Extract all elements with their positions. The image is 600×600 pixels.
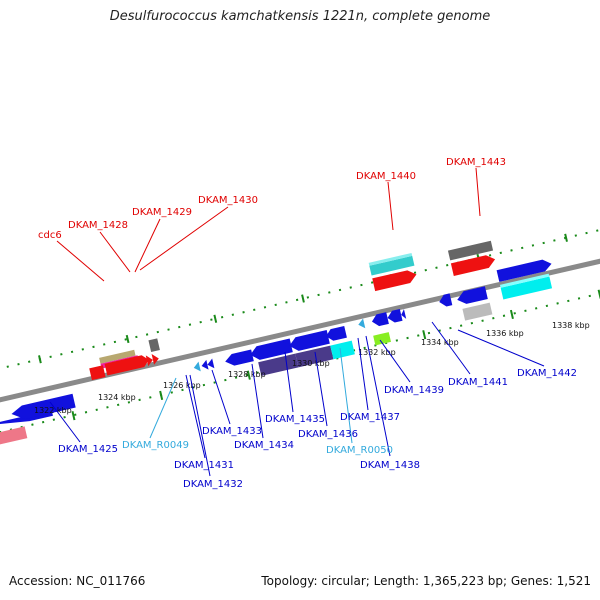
leader-line: [149, 377, 177, 439]
gene-reverse[interactable]: [295, 345, 334, 368]
gene-reverse[interactable]: [200, 359, 209, 371]
gene-label-dkam-1429[interactable]: DKAM_1429: [132, 207, 192, 218]
gene-forward[interactable]: [151, 353, 160, 365]
tick-label: 1338 kbp: [552, 321, 590, 330]
gene-label-dkam-1436[interactable]: DKAM_1436: [298, 429, 358, 440]
gene-label-dkam-1443[interactable]: DKAM_1443: [446, 157, 506, 168]
tick-label: 1334 kbp: [421, 338, 459, 347]
gene-forward[interactable]: [500, 276, 553, 300]
accession-text: Accession: NC_011766: [9, 574, 146, 588]
rev-tick: [246, 370, 251, 380]
gene-reverse[interactable]: [0, 426, 28, 445]
gene-forward[interactable]: [104, 354, 151, 376]
fwd-tick: [564, 233, 568, 242]
rev-tick: [159, 390, 164, 401]
gene-label-dkam-1442[interactable]: DKAM_1442: [517, 368, 577, 379]
gene-label-dkam-1434[interactable]: DKAM_1434: [234, 440, 294, 451]
leader-line: [189, 374, 211, 477]
gene-forward[interactable]: [148, 338, 160, 353]
gene-forward[interactable]: [99, 349, 136, 364]
gene-forward[interactable]: [499, 273, 550, 288]
rev-tick: [509, 309, 514, 320]
leader-line: [211, 369, 231, 425]
gene-reverse[interactable]: [258, 353, 299, 376]
gene-label-dkam-1428[interactable]: DKAM_1428: [68, 220, 128, 231]
gene-label-dkam-1425[interactable]: DKAM_1425: [58, 444, 118, 455]
gene-label-dkam-r0049[interactable]: DKAM_R0049: [122, 440, 189, 451]
gene-reverse[interactable]: [373, 332, 391, 346]
gene-reverse[interactable]: [224, 349, 254, 367]
leader-line: [99, 231, 131, 273]
gene-label-dkam-1440[interactable]: DKAM_1440: [356, 171, 416, 182]
gene-forward[interactable]: [496, 258, 553, 282]
fwd-tick: [301, 294, 305, 303]
page-title: Desulfurococcus kamchatkensis 1221n, com…: [109, 9, 491, 24]
leader-line: [251, 363, 264, 439]
gene-label-dkam-1432[interactable]: DKAM_1432: [183, 479, 243, 490]
gene-label-dkam-r0050[interactable]: DKAM_R0050: [326, 445, 393, 456]
gene-forward[interactable]: [372, 269, 418, 292]
tick-label: 1328 kbp: [228, 370, 266, 379]
tick-label: 1326 kbp: [163, 381, 201, 390]
gene-forward[interactable]: [368, 252, 413, 266]
gene-label-dkam-1433[interactable]: DKAM_1433: [202, 426, 262, 437]
tick-label: 1336 kbp: [486, 329, 524, 338]
gene-label-cdc6[interactable]: cdc6: [38, 230, 62, 241]
gene-reverse[interactable]: [400, 309, 407, 320]
fwd-tick: [125, 334, 130, 344]
gene-forward[interactable]: [450, 253, 497, 277]
gene-reverse[interactable]: [371, 312, 389, 327]
gene-forward[interactable]: [89, 365, 106, 381]
gene-label-dkam-1431[interactable]: DKAM_1431: [174, 460, 234, 471]
leader-line: [284, 351, 294, 413]
gene-label-dkam-1435[interactable]: DKAM_1435: [265, 414, 325, 425]
gene-reverse[interactable]: [330, 340, 355, 360]
leader-line: [457, 329, 545, 367]
gene-reverse[interactable]: [438, 293, 453, 307]
leader-line: [185, 374, 206, 459]
gene-label-dkam-1439[interactable]: DKAM_1439: [384, 385, 444, 396]
gene-label-dkam-1441[interactable]: DKAM_1441: [448, 377, 508, 388]
rev-tick: [71, 411, 76, 421]
gene-label-dkam-1438[interactable]: DKAM_1438: [360, 460, 420, 471]
fwd-tick: [38, 355, 42, 364]
leader-line: [139, 206, 229, 271]
leader-line: [357, 337, 369, 411]
gene-label-dkam-1430[interactable]: DKAM_1430: [198, 195, 258, 206]
gene-reverse[interactable]: [249, 338, 293, 362]
leader-line: [365, 335, 391, 457]
leader-line: [379, 339, 411, 383]
gene-forward[interactable]: [447, 240, 494, 261]
fwd-tick: [213, 314, 218, 323]
gene-forward[interactable]: [145, 354, 154, 367]
leader-line: [387, 181, 394, 231]
leader-line: [49, 401, 81, 443]
gene-reverse[interactable]: [288, 329, 330, 353]
gene-reverse[interactable]: [456, 286, 488, 305]
gene-label-dkam-1437[interactable]: DKAM_1437: [340, 412, 400, 423]
gene-reverse[interactable]: [10, 393, 76, 422]
gene-reverse[interactable]: [386, 309, 403, 324]
tick-label: 1332 kbp: [358, 348, 396, 357]
leader-line: [314, 351, 328, 427]
gene-reverse[interactable]: [325, 325, 347, 342]
tick-label: 1330 kbp: [292, 359, 330, 368]
rev-tick: [422, 330, 427, 340]
leader-line: [431, 321, 471, 375]
leader-line: [475, 167, 481, 217]
gene-reverse[interactable]: [462, 302, 493, 321]
tick-label: 1324 kbp: [98, 393, 136, 402]
leader-line: [56, 240, 105, 282]
genome-summary-text: Topology: circular; Length: 1,365,223 bp…: [261, 574, 591, 588]
leader-line: [339, 347, 353, 444]
gene-reverse[interactable]: [357, 318, 366, 330]
tick-label: 1322 kbp: [34, 406, 72, 415]
gene-reverse[interactable]: [193, 361, 201, 373]
gene-reverse[interactable]: [206, 358, 215, 369]
gene-forward[interactable]: [369, 255, 415, 276]
leader-line: [134, 218, 161, 273]
